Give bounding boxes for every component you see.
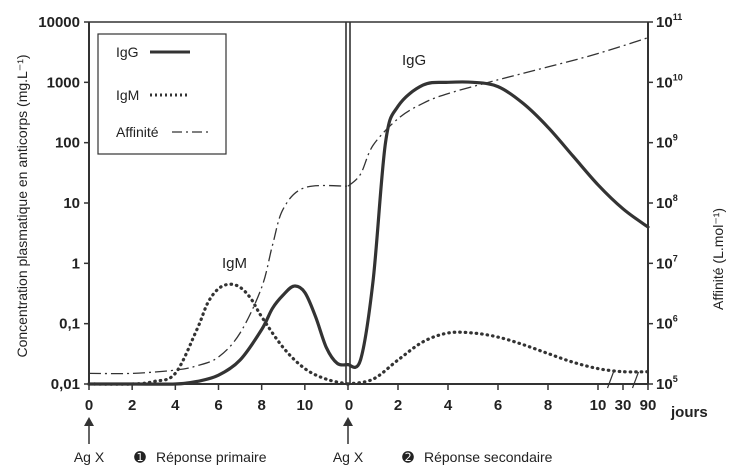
igg-line-secondary bbox=[346, 80, 650, 369]
x-tick-label: 8 bbox=[544, 397, 552, 414]
x-tick-label: 0 bbox=[85, 397, 93, 414]
left-axis-title: Concentration plasmatique en anticorps (… bbox=[14, 54, 30, 357]
igm-line-primary bbox=[87, 282, 350, 386]
y-right-tick-label: 109 bbox=[656, 133, 678, 152]
x-tick-label: 10 bbox=[590, 397, 607, 414]
y-right-tick-label: 107 bbox=[656, 253, 678, 272]
x-tick-label: 2 bbox=[128, 397, 136, 414]
x-tick-label: 90 bbox=[640, 397, 657, 414]
igg-peak-label: IgG bbox=[402, 52, 426, 69]
igg-line-primary bbox=[87, 284, 350, 386]
x-tick-label: 6 bbox=[214, 397, 222, 414]
y-right-tick-label: 1011 bbox=[656, 12, 682, 31]
y-left-tick-label: 10 bbox=[63, 195, 80, 212]
igm-peak-label: IgM bbox=[222, 255, 247, 272]
x-tick-label: 6 bbox=[494, 397, 502, 414]
phase-2-label: Réponse secondaire bbox=[424, 449, 553, 465]
x-tick-label: 4 bbox=[444, 397, 453, 414]
antigen-arrow-1-head bbox=[84, 417, 94, 426]
antigen-arrow-2-head bbox=[343, 417, 353, 426]
y-right-tick-label: 105 bbox=[656, 374, 678, 393]
x-tick-label: 2 bbox=[394, 397, 402, 414]
x-tick-label: 30 bbox=[615, 397, 632, 414]
y-left-tick-label: 100 bbox=[55, 135, 80, 152]
y-right-tick-label: 106 bbox=[656, 314, 678, 333]
x-axis-break-mark-2 bbox=[631, 371, 640, 389]
affinity-line-secondary bbox=[347, 37, 649, 187]
x-tick-label: 4 bbox=[171, 397, 180, 414]
legend-igg-label: IgG bbox=[116, 44, 139, 60]
y-left-tick-label: 1000 bbox=[47, 74, 80, 91]
phase-2-marker: ➋ bbox=[402, 449, 414, 465]
y-left-tick-label: 0,01 bbox=[51, 376, 80, 393]
legend-igm-label: IgM bbox=[116, 87, 139, 103]
affinity-line-primary bbox=[88, 184, 349, 375]
right-axis-title: Affinité (L.mol⁻¹) bbox=[710, 208, 726, 310]
x-tick-label: 0 bbox=[345, 397, 353, 414]
antigen-label-1: Ag X bbox=[74, 449, 105, 465]
y-right-tick-label: 1010 bbox=[656, 72, 683, 91]
phase-1-label: Réponse primaire bbox=[156, 449, 267, 465]
igm-line-secondary bbox=[346, 330, 650, 386]
x-tick-label: 8 bbox=[257, 397, 265, 414]
antigen-label-2: Ag X bbox=[333, 449, 364, 465]
y-left-tick-label: 10000 bbox=[38, 14, 80, 31]
x-axis-break-mark-1 bbox=[606, 371, 615, 389]
phase-1-marker: ➊ bbox=[134, 449, 146, 465]
legend-affinity-label: Affinité bbox=[116, 124, 159, 140]
y-right-tick-label: 108 bbox=[656, 193, 678, 212]
y-left-tick-label: 1 bbox=[72, 255, 80, 272]
y-left-tick-label: 0,1 bbox=[59, 316, 80, 333]
x-tick-label: 10 bbox=[296, 397, 313, 414]
x-unit-label: jours bbox=[670, 404, 708, 421]
